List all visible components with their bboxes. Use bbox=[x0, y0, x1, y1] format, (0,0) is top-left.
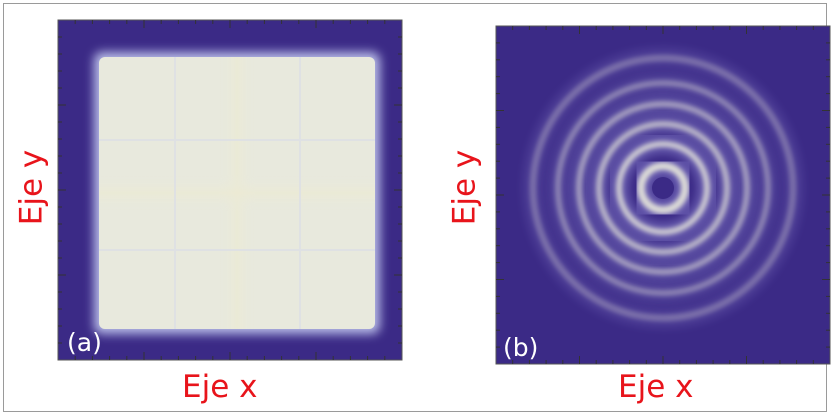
axis-ticks-b bbox=[496, 26, 830, 364]
panel-a-plot bbox=[57, 19, 403, 361]
ring bbox=[529, 54, 797, 322]
panel-b-tag: (b) bbox=[503, 333, 539, 362]
panel-b-xlabel: Eje x bbox=[618, 369, 694, 405]
ring bbox=[576, 101, 750, 275]
panel-b-plot bbox=[495, 25, 831, 365]
square-stripes bbox=[99, 57, 375, 329]
ring bbox=[637, 162, 689, 214]
concentric-rings bbox=[522, 47, 804, 329]
panel-a-xlabel: Eje x bbox=[182, 369, 258, 405]
panel-a-ylabel: Eje y bbox=[13, 149, 50, 226]
panel-a: (a) Eje x Eje y bbox=[13, 19, 403, 405]
panel-a-tag: (a) bbox=[67, 328, 102, 357]
axis-ticks-a bbox=[58, 20, 402, 360]
panel-b-ylabel: Eje y bbox=[446, 149, 483, 226]
panel-b: (b) Eje x Eje y bbox=[420, 0, 832, 416]
ring bbox=[616, 141, 710, 235]
ring bbox=[596, 121, 730, 255]
ring-center bbox=[652, 177, 674, 199]
ring bbox=[555, 80, 771, 296]
